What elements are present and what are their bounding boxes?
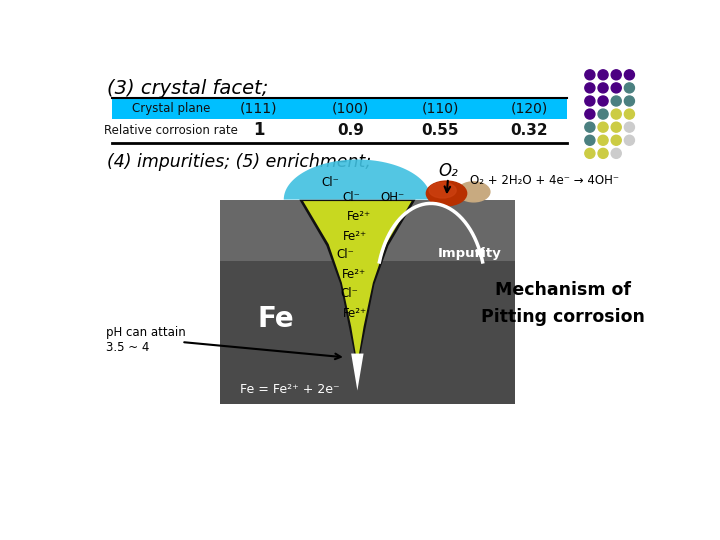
- Circle shape: [598, 135, 608, 145]
- Circle shape: [624, 109, 634, 119]
- Polygon shape: [220, 200, 515, 403]
- Text: Fe²⁺: Fe²⁺: [343, 307, 367, 320]
- Circle shape: [611, 96, 621, 106]
- Text: Mechanism of
Pitting corrosion: Mechanism of Pitting corrosion: [481, 281, 644, 326]
- Circle shape: [598, 122, 608, 132]
- Text: Cl⁻: Cl⁻: [341, 287, 359, 300]
- Circle shape: [585, 148, 595, 158]
- Circle shape: [585, 109, 595, 119]
- Polygon shape: [220, 200, 515, 261]
- Circle shape: [585, 96, 595, 106]
- Circle shape: [624, 135, 634, 145]
- Text: O₂: O₂: [438, 162, 458, 180]
- Polygon shape: [300, 200, 415, 369]
- Text: Fe²⁺: Fe²⁺: [341, 268, 366, 281]
- Text: Fe²⁺: Fe²⁺: [343, 230, 367, 243]
- Circle shape: [585, 135, 595, 145]
- Ellipse shape: [426, 181, 467, 206]
- Circle shape: [585, 70, 595, 80]
- Text: OH⁻: OH⁻: [380, 191, 405, 204]
- Circle shape: [611, 122, 621, 132]
- Polygon shape: [284, 159, 431, 200]
- Polygon shape: [303, 201, 412, 363]
- Text: Cl⁻: Cl⁻: [321, 176, 339, 189]
- Text: (100): (100): [332, 102, 369, 116]
- Ellipse shape: [429, 183, 456, 198]
- Text: (4) impurities; (5) enrichment;: (4) impurities; (5) enrichment;: [107, 153, 372, 171]
- Text: Cl⁻: Cl⁻: [342, 191, 360, 204]
- Text: Fe: Fe: [258, 305, 294, 333]
- Text: Impurity: Impurity: [438, 247, 502, 260]
- Text: 0.9: 0.9: [337, 123, 364, 138]
- Circle shape: [585, 122, 595, 132]
- Circle shape: [598, 148, 608, 158]
- Text: (111): (111): [240, 102, 278, 116]
- Circle shape: [624, 70, 634, 80]
- Text: pH can attain
3.5 ~ 4: pH can attain 3.5 ~ 4: [106, 326, 185, 354]
- Text: 0.32: 0.32: [510, 123, 548, 138]
- Polygon shape: [351, 354, 364, 390]
- FancyBboxPatch shape: [112, 98, 567, 119]
- Circle shape: [611, 135, 621, 145]
- Circle shape: [598, 109, 608, 119]
- Text: Fe = Fe²⁺ + 2e⁻: Fe = Fe²⁺ + 2e⁻: [240, 383, 340, 396]
- Text: O₂ + 2H₂O + 4e⁻ → 4OH⁻: O₂ + 2H₂O + 4e⁻ → 4OH⁻: [469, 174, 619, 187]
- Circle shape: [624, 122, 634, 132]
- Text: Fe²⁺: Fe²⁺: [347, 210, 371, 223]
- Circle shape: [585, 83, 595, 93]
- Ellipse shape: [457, 182, 490, 202]
- Circle shape: [624, 96, 634, 106]
- Circle shape: [624, 83, 634, 93]
- Text: Relative corrosion rate: Relative corrosion rate: [104, 124, 238, 137]
- Circle shape: [598, 70, 608, 80]
- Text: Crystal plane: Crystal plane: [132, 102, 210, 115]
- Text: Cl⁻: Cl⁻: [337, 248, 355, 261]
- Circle shape: [611, 83, 621, 93]
- Text: (120): (120): [510, 102, 548, 116]
- Text: (110): (110): [422, 102, 459, 116]
- Text: 1: 1: [253, 122, 265, 139]
- Circle shape: [611, 70, 621, 80]
- Circle shape: [598, 83, 608, 93]
- Text: 0.55: 0.55: [421, 123, 459, 138]
- Circle shape: [611, 109, 621, 119]
- Text: (3) crystal facet;: (3) crystal facet;: [107, 79, 269, 98]
- Circle shape: [611, 148, 621, 158]
- Circle shape: [598, 96, 608, 106]
